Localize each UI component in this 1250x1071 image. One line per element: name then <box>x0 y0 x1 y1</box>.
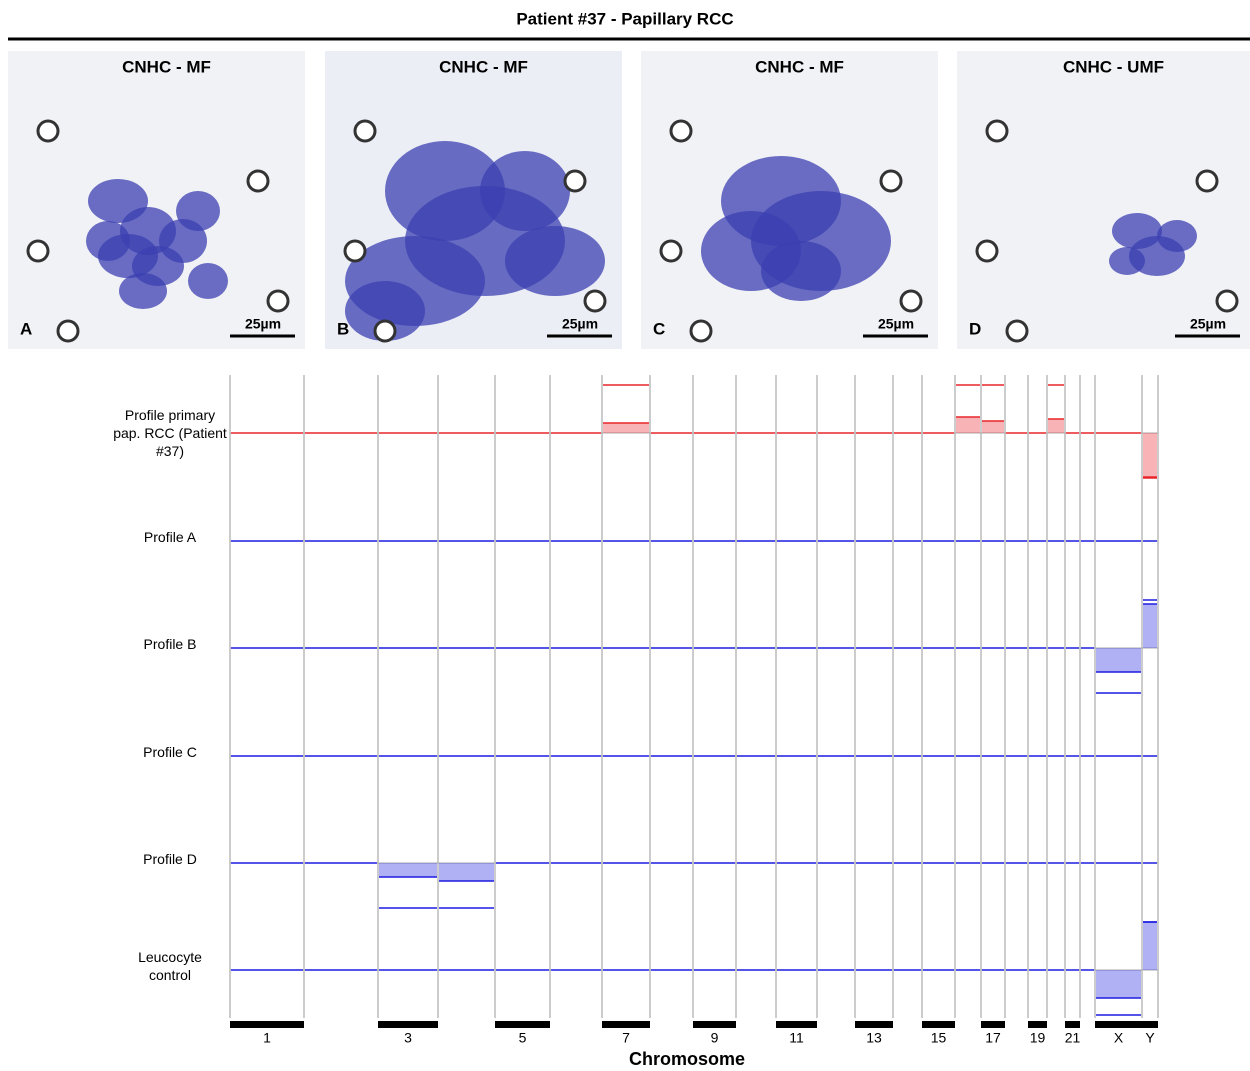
chromosome-bar <box>1028 1021 1047 1028</box>
panel-letter: B <box>337 319 349 338</box>
micrograph <box>957 51 1250 349</box>
chromosome-bar <box>693 1021 736 1028</box>
panel-letter: A <box>20 319 32 338</box>
bubble <box>26 239 50 263</box>
bubble <box>689 319 713 343</box>
cnv-area <box>982 421 1004 433</box>
chromosome-bar <box>855 1021 893 1028</box>
bubble <box>36 119 60 143</box>
profile-label: Profile C <box>143 744 197 760</box>
cell-cluster <box>345 281 425 341</box>
bubble <box>56 319 80 343</box>
cell-cluster <box>119 273 167 309</box>
cell-cluster <box>480 151 570 231</box>
x-tick-label: 7 <box>622 1030 630 1046</box>
bubble <box>246 169 270 193</box>
profile-label: Profile primary pap. RCC (Patient #37) <box>113 407 227 459</box>
bubble <box>343 239 367 263</box>
x-tick-label: 17 <box>985 1030 1001 1046</box>
bubble <box>583 289 607 313</box>
scale-label: 25µm <box>245 316 281 332</box>
cnv-area <box>379 863 437 877</box>
x-tick-label: 21 <box>1065 1030 1081 1046</box>
cell-cluster <box>1109 247 1145 275</box>
cell-cluster <box>176 191 220 231</box>
x-tick-label: 11 <box>789 1030 804 1046</box>
x-tick-label: X <box>1114 1030 1124 1046</box>
scale-label: 25µm <box>1190 316 1226 332</box>
bubble <box>266 289 290 313</box>
chromosome-bar <box>602 1021 650 1028</box>
cell-cluster <box>188 263 228 299</box>
cell-cluster <box>86 221 130 261</box>
chromosome-bar <box>776 1021 817 1028</box>
bubble <box>899 289 923 313</box>
panel-title: CNHC - MF <box>122 57 211 76</box>
cell-cluster <box>761 241 841 301</box>
figure-title: Patient #37 - Papillary RCC <box>516 9 733 28</box>
scale-label: 25µm <box>878 316 914 332</box>
cnv-area <box>1143 604 1157 648</box>
profile-label: Profile D <box>143 851 197 867</box>
chromosome-bar <box>981 1021 1005 1028</box>
panel-title: CNHC - UMF <box>1063 57 1164 76</box>
x-axis-title: Chromosome <box>629 1049 745 1069</box>
x-tick-label: 15 <box>931 1030 947 1046</box>
image-panel: CNHC - MF A 25µm <box>8 51 305 349</box>
panel-letter: C <box>653 319 665 338</box>
x-tick-label: 3 <box>404 1030 412 1046</box>
chromosome-bar <box>230 1021 304 1028</box>
bubble <box>879 169 903 193</box>
x-tick-label: 13 <box>866 1030 882 1046</box>
bubble <box>985 119 1009 143</box>
chromosome-bar <box>378 1021 438 1028</box>
cnv-area <box>1096 648 1141 672</box>
chromosome-bar <box>495 1021 550 1028</box>
cell-cluster <box>1157 220 1197 252</box>
x-tick-label: 9 <box>711 1030 719 1046</box>
bubble <box>373 319 397 343</box>
bubble <box>659 239 683 263</box>
cnv-area <box>1048 419 1064 433</box>
profile-label: Leucocyte control <box>138 949 202 983</box>
x-tick-label: 19 <box>1030 1030 1046 1046</box>
cnv-area <box>603 423 649 433</box>
cnv-area <box>439 863 494 881</box>
bubble <box>1005 319 1029 343</box>
panel-letter: D <box>969 319 981 338</box>
panel-title: CNHC - MF <box>439 57 528 76</box>
chromosome-bar <box>922 1021 955 1028</box>
bubble <box>669 119 693 143</box>
cnv-area <box>956 417 980 433</box>
cell-cluster <box>505 226 605 296</box>
profile-label: Profile B <box>143 636 197 652</box>
bubble <box>975 239 999 263</box>
bubble <box>353 119 377 143</box>
cnv-area <box>1143 433 1157 477</box>
chromosome-bar <box>1142 1021 1158 1028</box>
x-tick-label: 1 <box>263 1030 271 1046</box>
bubble <box>563 169 587 193</box>
cnv-area <box>1096 970 1141 998</box>
image-panel: CNHC - MF B 25µm <box>325 51 622 349</box>
bubble <box>1215 289 1239 313</box>
cnv-area <box>1143 922 1157 970</box>
image-panel: CNHC - UMF D 25µm <box>957 51 1250 349</box>
chromosome-bar <box>1095 1021 1142 1028</box>
bubble <box>1195 169 1219 193</box>
image-panel: CNHC - MF C 25µm <box>641 51 938 349</box>
scale-label: 25µm <box>562 316 598 332</box>
chromosome-bar <box>1065 1021 1080 1028</box>
x-tick-label: 5 <box>519 1030 527 1046</box>
panel-title: CNHC - MF <box>755 57 844 76</box>
profile-label: Profile A <box>143 529 197 545</box>
x-tick-label: Y <box>1145 1030 1155 1046</box>
